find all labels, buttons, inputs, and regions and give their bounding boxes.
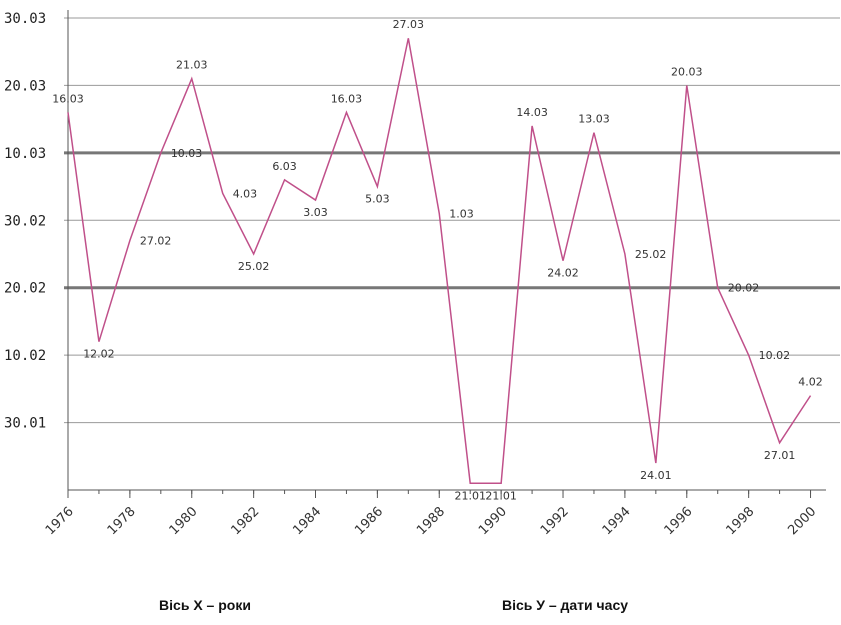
data-label: 24.01 <box>640 469 672 482</box>
data-label: 10.03 <box>171 147 203 160</box>
x-tick-label: 1988 <box>414 504 448 538</box>
x-axis-label: Вісь Х – роки <box>159 597 251 613</box>
data-label: 3.03 <box>303 206 328 219</box>
data-label: 12.02 <box>83 348 115 361</box>
x-tick-label: 1986 <box>352 504 386 538</box>
data-label: 20.02 <box>728 282 760 295</box>
data-label: 25.02 <box>635 248 667 261</box>
data-label: 27.02 <box>140 235 172 248</box>
data-label: 25.02 <box>238 260 270 273</box>
x-tick-label: 2000 <box>785 504 819 538</box>
data-label: 21.01 <box>454 489 486 502</box>
data-label: 20.03 <box>671 65 703 78</box>
data-label: 13.03 <box>578 113 610 126</box>
x-tick-label: 1978 <box>105 504 139 538</box>
data-label: 16.03 <box>52 92 84 105</box>
x-tick-label: 1980 <box>167 504 201 538</box>
data-label: 1.03 <box>449 208 474 221</box>
x-tick-label: 1984 <box>290 504 324 538</box>
data-line <box>67 38 812 485</box>
y-axis-label: Вісь У – дати часу <box>502 597 628 613</box>
data-label: 14.03 <box>516 106 548 119</box>
y-tick-label: 20.03 <box>4 78 46 94</box>
data-label: 5.03 <box>365 193 390 206</box>
y-tick-label: 10.02 <box>4 348 46 364</box>
data-label: 27.03 <box>393 18 425 31</box>
y-tick-label: 10.03 <box>4 146 46 162</box>
x-tick-label: 1994 <box>600 504 634 538</box>
data-label: 16.03 <box>331 92 363 105</box>
data-label: 10.02 <box>759 349 791 362</box>
data-label: 4.02 <box>798 376 823 389</box>
data-label: 21.01 <box>485 489 517 502</box>
y-tick-label: 30.02 <box>4 213 46 229</box>
data-label: 27.01 <box>764 449 796 462</box>
data-label: 4.03 <box>233 187 258 200</box>
y-tick-label: 30.01 <box>4 416 46 432</box>
data-label: 6.03 <box>272 160 297 173</box>
x-tick-label: 1992 <box>538 504 572 538</box>
y-tick-label: 30.03 <box>4 11 46 27</box>
x-tick-label: 1990 <box>476 504 510 538</box>
y-tick-label: 20.02 <box>4 281 46 297</box>
data-label: 21.03 <box>176 59 208 72</box>
x-tick-label: 1998 <box>723 504 757 538</box>
x-tick-label: 1976 <box>43 504 77 538</box>
x-tick-label: 1982 <box>228 504 262 538</box>
x-tick-label: 1996 <box>662 504 696 538</box>
data-label: 24.02 <box>547 267 579 280</box>
